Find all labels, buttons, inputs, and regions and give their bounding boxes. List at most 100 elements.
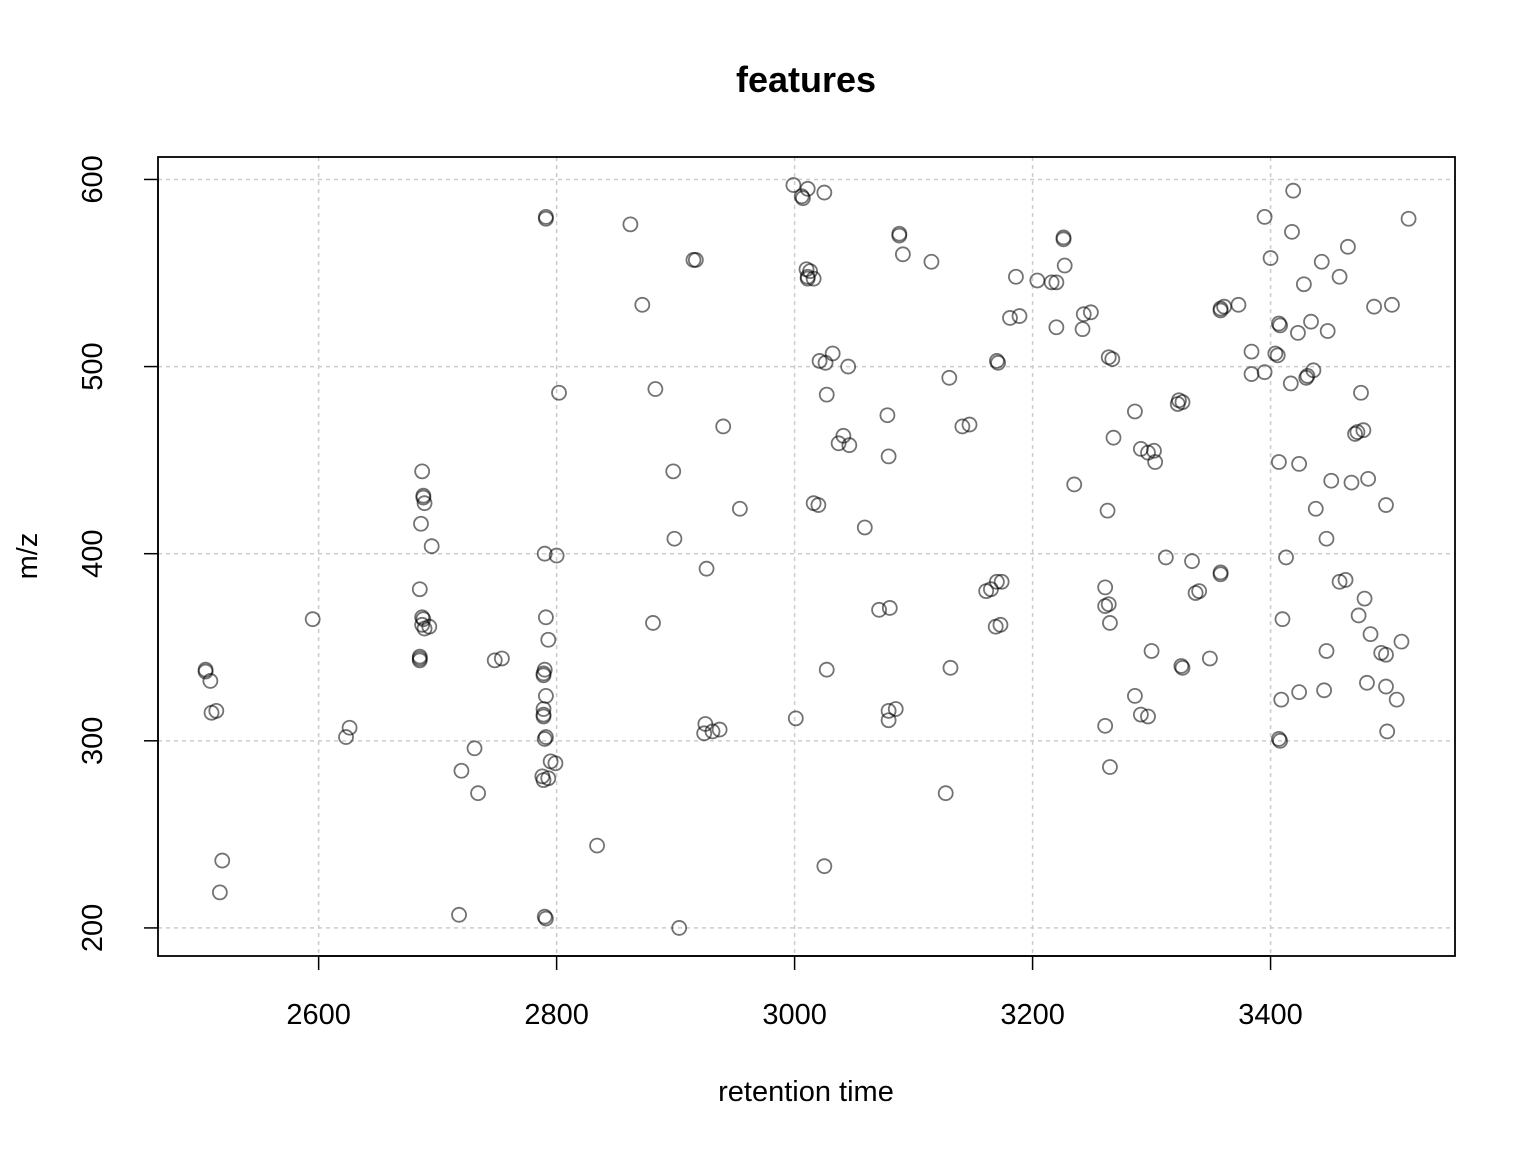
data-point (1350, 607, 1367, 624)
data-point (1143, 643, 1160, 659)
data-point (1174, 659, 1191, 676)
data-point (1147, 454, 1164, 470)
data-point (421, 618, 438, 635)
data-point (810, 497, 827, 513)
data-point (824, 345, 841, 362)
data-point (1316, 682, 1333, 699)
data-point (413, 515, 429, 532)
data-point (414, 463, 431, 480)
data-point (645, 615, 661, 631)
data-point (538, 210, 554, 227)
data-point (1132, 706, 1149, 723)
data-point (211, 884, 228, 901)
data-point (415, 489, 432, 506)
data-point (880, 448, 897, 465)
data-point (1379, 723, 1396, 740)
data-point (1273, 691, 1290, 708)
data-point (1105, 429, 1122, 446)
data-point (1140, 708, 1156, 725)
data-point (1099, 502, 1116, 519)
y-tick-label: 400 (77, 529, 109, 577)
data-point (1359, 674, 1375, 691)
data-point (666, 530, 683, 547)
data-point (1290, 324, 1306, 341)
data-point (338, 729, 354, 745)
data-point (1303, 313, 1319, 330)
data-point (1291, 684, 1308, 701)
data-point (1299, 368, 1316, 384)
data-point (1340, 238, 1356, 255)
data-point (1400, 210, 1417, 227)
data-point (988, 353, 1005, 369)
data-point (840, 358, 857, 375)
data-point (1284, 223, 1300, 240)
data-point (1278, 549, 1294, 566)
data-point (1270, 731, 1287, 747)
data-point (1282, 375, 1299, 392)
data-point (1157, 549, 1174, 566)
data-point (871, 601, 887, 618)
data-point (304, 611, 321, 628)
data-point (466, 740, 483, 757)
y-tick-label: 600 (77, 155, 109, 203)
data-point (1274, 611, 1291, 628)
y-axis-label: m/z (12, 533, 44, 580)
data-point (535, 667, 552, 684)
data-point (1360, 470, 1377, 487)
y-tick-label: 200 (77, 904, 109, 952)
data-point (411, 581, 428, 598)
data-point (787, 710, 804, 727)
data-point (411, 652, 428, 669)
data-point (1270, 315, 1287, 332)
data-point (536, 545, 553, 562)
data-point (486, 652, 503, 669)
data-point (1366, 298, 1382, 315)
data-point (1074, 321, 1091, 338)
data-point (423, 538, 440, 555)
data-point (988, 573, 1005, 590)
data-point (1230, 296, 1247, 313)
data-point (1043, 274, 1060, 291)
data-point (535, 701, 552, 717)
data-point (1104, 351, 1121, 367)
data-point (1102, 759, 1118, 775)
data-point (622, 216, 639, 233)
data-point (1378, 646, 1394, 663)
data-point (698, 560, 715, 577)
data-point (1075, 306, 1092, 323)
data-point (1008, 268, 1024, 285)
data-point (634, 296, 651, 313)
data-point (795, 190, 811, 207)
chart-title: features (736, 59, 876, 100)
data-point (1256, 208, 1273, 225)
data-point (799, 180, 816, 197)
data-point (1146, 442, 1162, 459)
data-point (1318, 530, 1335, 547)
data-point (687, 252, 704, 268)
data-point (540, 770, 557, 787)
data-point (941, 369, 958, 386)
data-point (535, 708, 552, 725)
data-point (671, 920, 688, 936)
data-point (954, 418, 971, 435)
data-point (451, 906, 467, 923)
data-point (548, 547, 565, 564)
data-point (1323, 472, 1340, 489)
data-point (881, 600, 898, 616)
data-point (816, 858, 833, 875)
data-point (880, 712, 897, 729)
x-axis-label: retention time (718, 1076, 894, 1108)
data-point (1174, 394, 1191, 411)
data-point (993, 573, 1010, 590)
data-point (1100, 596, 1117, 613)
data-point (551, 384, 567, 401)
data-point (1272, 732, 1288, 749)
y-axis: 200 300 400 500 600 (77, 155, 159, 952)
data-point (538, 729, 554, 745)
data-points (197, 177, 1417, 936)
data-point (493, 650, 510, 667)
data-point (1127, 688, 1143, 704)
data-point (1388, 691, 1405, 708)
data-point (1184, 553, 1200, 570)
